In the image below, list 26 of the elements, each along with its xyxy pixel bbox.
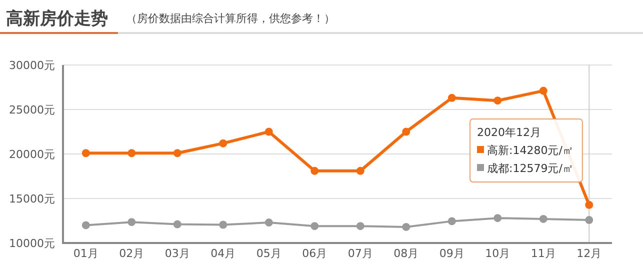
y-tick-label: 15000元	[9, 192, 55, 206]
x-tick-label: 01月	[73, 247, 98, 260]
legend: 高新	[477, 144, 509, 157]
x-tick-label: 12月	[576, 247, 602, 260]
x-tick-label: 02月	[119, 247, 144, 260]
x-tick-label: 04月	[210, 247, 236, 260]
legend-label: 高新	[487, 144, 509, 157]
x-tick-label: 06月	[302, 247, 328, 260]
annotation: :12579元/㎡	[509, 162, 574, 175]
y-tick-label: 30000元	[9, 59, 55, 72]
y-tick-label: 20000元	[9, 148, 55, 161]
chart-title: 高新房价走势	[6, 9, 108, 29]
legend-label: 成都	[487, 162, 509, 175]
x-tick-label: 05月	[256, 247, 282, 260]
x-tick-label: 08月	[394, 247, 419, 260]
chart-subtitle: （房价数据由综合计算所得，供您参考！）	[126, 12, 335, 25]
x-tick-label: 11月	[530, 247, 556, 260]
x-tick-label: 07月	[348, 247, 373, 260]
annotation: :14280元/㎡	[509, 144, 574, 157]
legend: 成都	[477, 162, 509, 175]
x-tick-label: 09月	[439, 247, 464, 260]
y-tick-label: 10000元	[9, 237, 55, 250]
x-tick-label: 10月	[485, 247, 510, 260]
annotation: 2020年12月	[477, 126, 541, 139]
x-tick-label: 03月	[164, 247, 190, 260]
y-tick-label: 25000元	[9, 104, 55, 116]
